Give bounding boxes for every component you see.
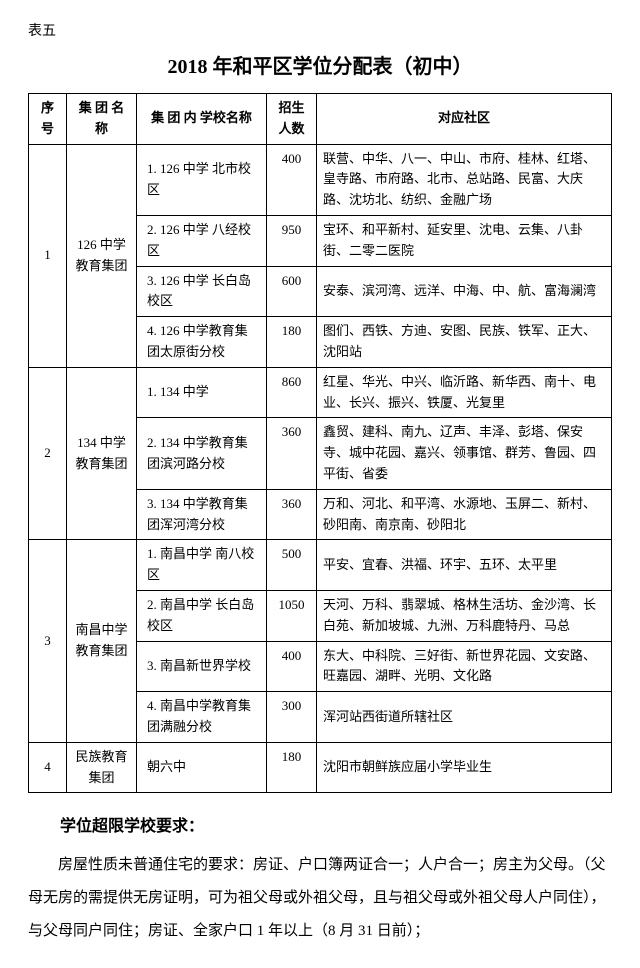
cell-count: 500 [267,540,317,591]
cell-idx: 3 [29,540,67,742]
cell-school: 1. 126 中学 北市校区 [137,144,267,215]
table-header-row: 序号 集 团 名 称 集 团 内 学校名称 招生 人数 对应社区 [29,94,612,145]
cell-school: 2. 134 中学教育集团滨河路分校 [137,418,267,489]
table-row: 1126 中学教育集团1. 126 中学 北市校区400联营、中华、八一、中山、… [29,144,612,215]
cell-community: 安泰、滨河湾、远洋、中海、中、航、富海澜湾 [317,266,612,317]
cell-community: 红星、华光、中兴、临沂路、新华西、南十、电业、长兴、振兴、铁厦、光复里 [317,367,612,418]
page-title: 2018 年和平区学位分配表（初中） [28,50,612,79]
cell-community: 沈阳市朝鲜族应届小学毕业生 [317,742,612,793]
table-row: 3南昌中学教育集团1. 南昌中学 南八校区500平安、宜春、洪福、环宇、五环、太… [29,540,612,591]
cell-count: 1050 [267,590,317,641]
cell-idx: 2 [29,367,67,540]
requirements-title: 学位超限学校要求： [28,809,612,844]
cell-count: 180 [267,317,317,368]
cell-community: 联营、中华、八一、中山、市府、桂林、红塔、皇寺路、市府路、北市、总站路、民富、大… [317,144,612,215]
cell-group: 南昌中学教育集团 [67,540,137,742]
cell-count: 400 [267,641,317,692]
cell-community: 图们、西铁、方迪、安图、民族、铁军、正大、沈阳站 [317,317,612,368]
cell-school: 3. 126 中学 长白岛校区 [137,266,267,317]
cell-school: 2. 南昌中学 长白岛校区 [137,590,267,641]
cell-idx: 1 [29,144,67,367]
cell-count: 400 [267,144,317,215]
header-group: 集 团 名 称 [67,94,137,145]
cell-school: 4. 南昌中学教育集团满融分校 [137,692,267,743]
table-label: 表五 [28,20,612,40]
cell-school: 4. 126 中学教育集团太原街分校 [137,317,267,368]
cell-community: 鑫贸、建科、南九、辽声、丰泽、彭塔、保安寺、城中花园、嘉兴、领事馆、群芳、鲁园、… [317,418,612,489]
table-row: 4民族教育集团朝六中180沈阳市朝鲜族应届小学毕业生 [29,742,612,793]
cell-community: 平安、宜春、洪福、环宇、五环、太平里 [317,540,612,591]
table-row: 2134 中学教育集团1. 134 中学860红星、华光、中兴、临沂路、新华西、… [29,367,612,418]
cell-idx: 4 [29,742,67,793]
cell-community: 天河、万科、翡翠城、格林生活坊、金沙湾、长白苑、新加坡城、九洲、万科鹿特丹、马总 [317,590,612,641]
cell-school: 3. 134 中学教育集团浑河湾分校 [137,489,267,540]
cell-school: 3. 南昌新世界学校 [137,641,267,692]
cell-count: 180 [267,742,317,793]
cell-school: 1. 南昌中学 南八校区 [137,540,267,591]
cell-count: 860 [267,367,317,418]
cell-count: 600 [267,266,317,317]
header-school: 集 团 内 学校名称 [137,94,267,145]
header-count: 招生 人数 [267,94,317,145]
cell-community: 宝环、和平新村、延安里、沈电、云集、八卦街、二零二医院 [317,215,612,266]
cell-group: 民族教育集团 [67,742,137,793]
cell-school: 2. 126 中学 八经校区 [137,215,267,266]
allocation-table: 序号 集 团 名 称 集 团 内 学校名称 招生 人数 对应社区 1126 中学… [28,93,612,793]
cell-school: 朝六中 [137,742,267,793]
cell-group: 126 中学教育集团 [67,144,137,367]
cell-community: 万和、河北、和平湾、水源地、玉屏二、新村、砂阳南、南京南、砂阳北 [317,489,612,540]
cell-count: 360 [267,489,317,540]
requirements-paragraph: 房屋性质未普通住宅的要求：房证、户口簿两证合一；人户合一；房主为父母。（父母无房… [28,849,612,948]
requirements-section: 学位超限学校要求： 房屋性质未普通住宅的要求：房证、户口簿两证合一；人户合一；房… [28,809,612,947]
cell-community: 东大、中科院、三好街、新世界花园、文安路、旺嘉园、湖畔、光明、文化路 [317,641,612,692]
cell-school: 1. 134 中学 [137,367,267,418]
cell-community: 浑河站西街道所辖社区 [317,692,612,743]
header-idx: 序号 [29,94,67,145]
cell-count: 360 [267,418,317,489]
cell-count: 950 [267,215,317,266]
cell-group: 134 中学教育集团 [67,367,137,540]
cell-count: 300 [267,692,317,743]
header-community: 对应社区 [317,94,612,145]
